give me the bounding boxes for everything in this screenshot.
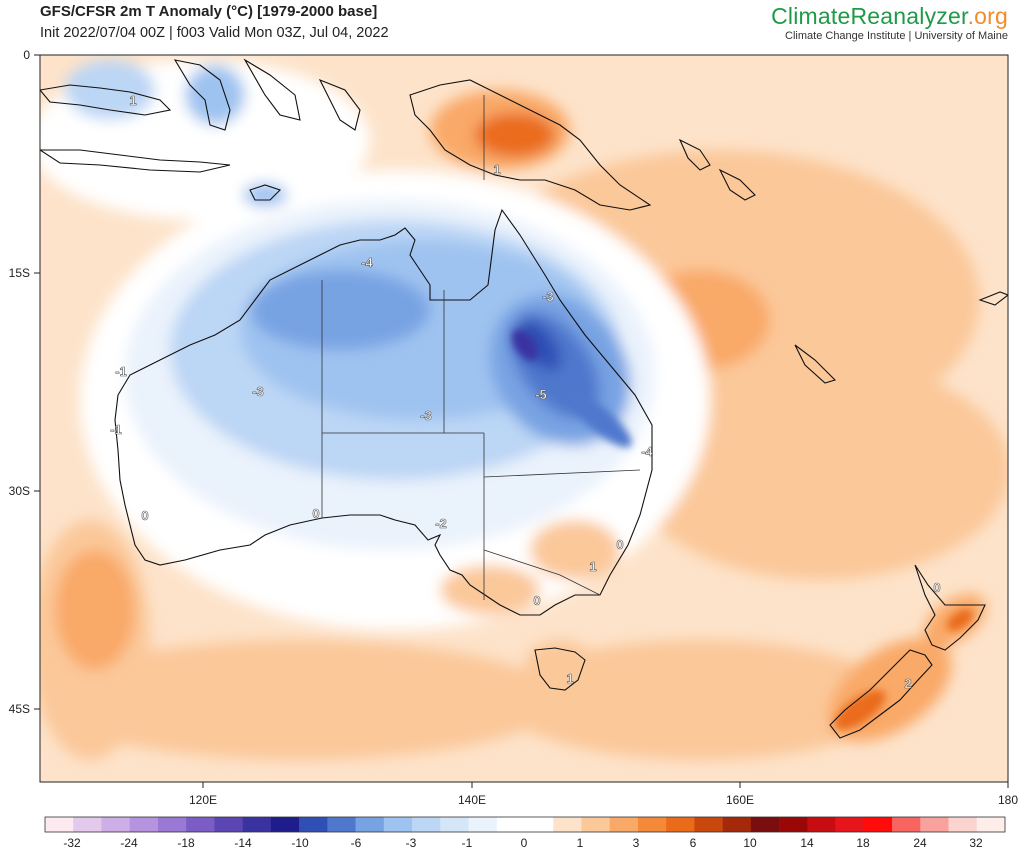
colorbar-swatch xyxy=(666,817,695,832)
contour-label: 0 xyxy=(533,593,540,608)
colorbar-swatch xyxy=(412,817,441,832)
contour-label: 0 xyxy=(933,580,940,595)
contour-label: 1 xyxy=(589,559,596,574)
colorbar xyxy=(44,816,1006,833)
colorbar-swatch xyxy=(270,817,300,832)
contour-label: 1 xyxy=(493,162,500,177)
map-subtitle: Init 2022/07/04 00Z | f003 Valid Mon 03Z… xyxy=(40,25,389,41)
colorbar-swatch xyxy=(920,817,949,832)
colorbar-swatch xyxy=(892,817,921,832)
contour-label: -3 xyxy=(542,289,554,304)
colorbar-swatch xyxy=(581,817,611,832)
colorbar-swatch xyxy=(496,817,526,832)
colorbar-swatch xyxy=(327,817,356,832)
colorbar-swatch xyxy=(722,817,752,832)
colorbar-swatch xyxy=(101,817,131,832)
lat-label-30s: 30S xyxy=(9,484,30,498)
contour-label: -3 xyxy=(420,408,432,423)
colorbar-swatch xyxy=(157,817,187,832)
brand-suffix: .org xyxy=(967,3,1008,29)
lon-label-180: 180 xyxy=(998,793,1018,807)
state-borders xyxy=(321,95,641,600)
colorbar-swatch xyxy=(553,817,582,832)
colorbar-label: 24 xyxy=(913,836,927,850)
colorbar-swatch xyxy=(45,817,74,832)
colorbar-label: -3 xyxy=(405,836,417,850)
colorbar-label: -32 xyxy=(63,836,81,850)
colorbar-swatch xyxy=(779,817,808,832)
anomaly-field: 1 1 -4 -3 -1 -3 -3 -5 -4 -1 0 0 -2 0 1 0 1 0 2 xyxy=(40,55,1008,782)
colorbar-label: -1 xyxy=(461,836,473,850)
contour-label: 0 xyxy=(141,508,148,523)
colorbar-border xyxy=(44,816,1006,833)
lat-label-15s: 15S xyxy=(9,266,30,280)
colorbar-label: -18 xyxy=(177,836,195,850)
colorbar-swatch xyxy=(129,817,159,832)
lon-label-140e: 140E xyxy=(458,793,486,807)
colorbar-label: 32 xyxy=(969,836,983,850)
lon-label-120e: 120E xyxy=(189,793,217,807)
colorbar-label: 18 xyxy=(856,836,870,850)
colorbar-label: 14 xyxy=(800,836,814,850)
colorbar-swatch xyxy=(863,817,893,832)
colorbar-label: 3 xyxy=(632,836,640,850)
axis-ticks xyxy=(34,54,1009,788)
colorbar-swatch xyxy=(440,817,469,832)
contour-label: -2 xyxy=(435,516,447,531)
plot-frame xyxy=(39,54,1009,783)
colorbar-label: 0 xyxy=(520,836,528,850)
colorbar-swatch xyxy=(750,817,780,832)
brand-logo[interactable]: ClimateReanalyzer.org xyxy=(771,3,1008,30)
colorbar-swatch xyxy=(835,817,865,832)
colorbar-swatch xyxy=(637,817,667,832)
contour-label: -1 xyxy=(115,364,127,379)
colorbar-swatch xyxy=(214,817,243,832)
colorbar-swatch xyxy=(948,817,978,832)
colorbar-swatch xyxy=(299,817,328,832)
colorbar-swatch xyxy=(525,817,554,832)
colorbar-swatch xyxy=(383,817,413,832)
contour-label: 0 xyxy=(312,506,319,521)
lon-label-160e: 160E xyxy=(726,793,754,807)
lat-label-45s: 45S xyxy=(9,702,30,716)
lat-label-0: 0 xyxy=(23,48,30,62)
brand-tagline: Climate Change Institute | University of… xyxy=(785,30,1008,42)
contour-label: -1 xyxy=(110,422,122,437)
colorbar-label: 1 xyxy=(576,836,584,850)
contour-label: -5 xyxy=(535,387,547,402)
colorbar-label: 6 xyxy=(689,836,697,850)
colorbar-label: 10 xyxy=(743,836,757,850)
colorbar-swatch xyxy=(242,817,272,832)
contour-label: 1 xyxy=(566,671,573,686)
contour-label: -4 xyxy=(361,255,373,270)
contour-label: -4 xyxy=(641,444,653,459)
colorbar-label: -24 xyxy=(120,836,138,850)
colorbar-swatch xyxy=(186,817,215,832)
contour-label: 1 xyxy=(129,93,136,108)
colorbar-swatch xyxy=(976,817,1006,832)
coastlines xyxy=(40,58,1008,739)
contour-label: -3 xyxy=(252,384,264,399)
colorbar-swatch xyxy=(609,817,639,832)
colorbar-swatch xyxy=(807,817,836,832)
colorbar-swatch xyxy=(355,817,385,832)
contour-label: 0 xyxy=(616,537,623,552)
map-title: GFS/CFSR 2m T Anomaly (°C) [1979-2000 ba… xyxy=(40,3,378,20)
colorbar-swatch xyxy=(468,817,498,832)
colorbar-swatch xyxy=(694,817,723,832)
contour-label: 2 xyxy=(904,676,911,691)
brand-name: ClimateReanalyzer xyxy=(771,3,968,29)
colorbar-label: -6 xyxy=(350,836,362,850)
colorbar-swatch xyxy=(73,817,102,832)
colorbar-label: -10 xyxy=(291,836,309,850)
colorbar-label: -14 xyxy=(234,836,252,850)
